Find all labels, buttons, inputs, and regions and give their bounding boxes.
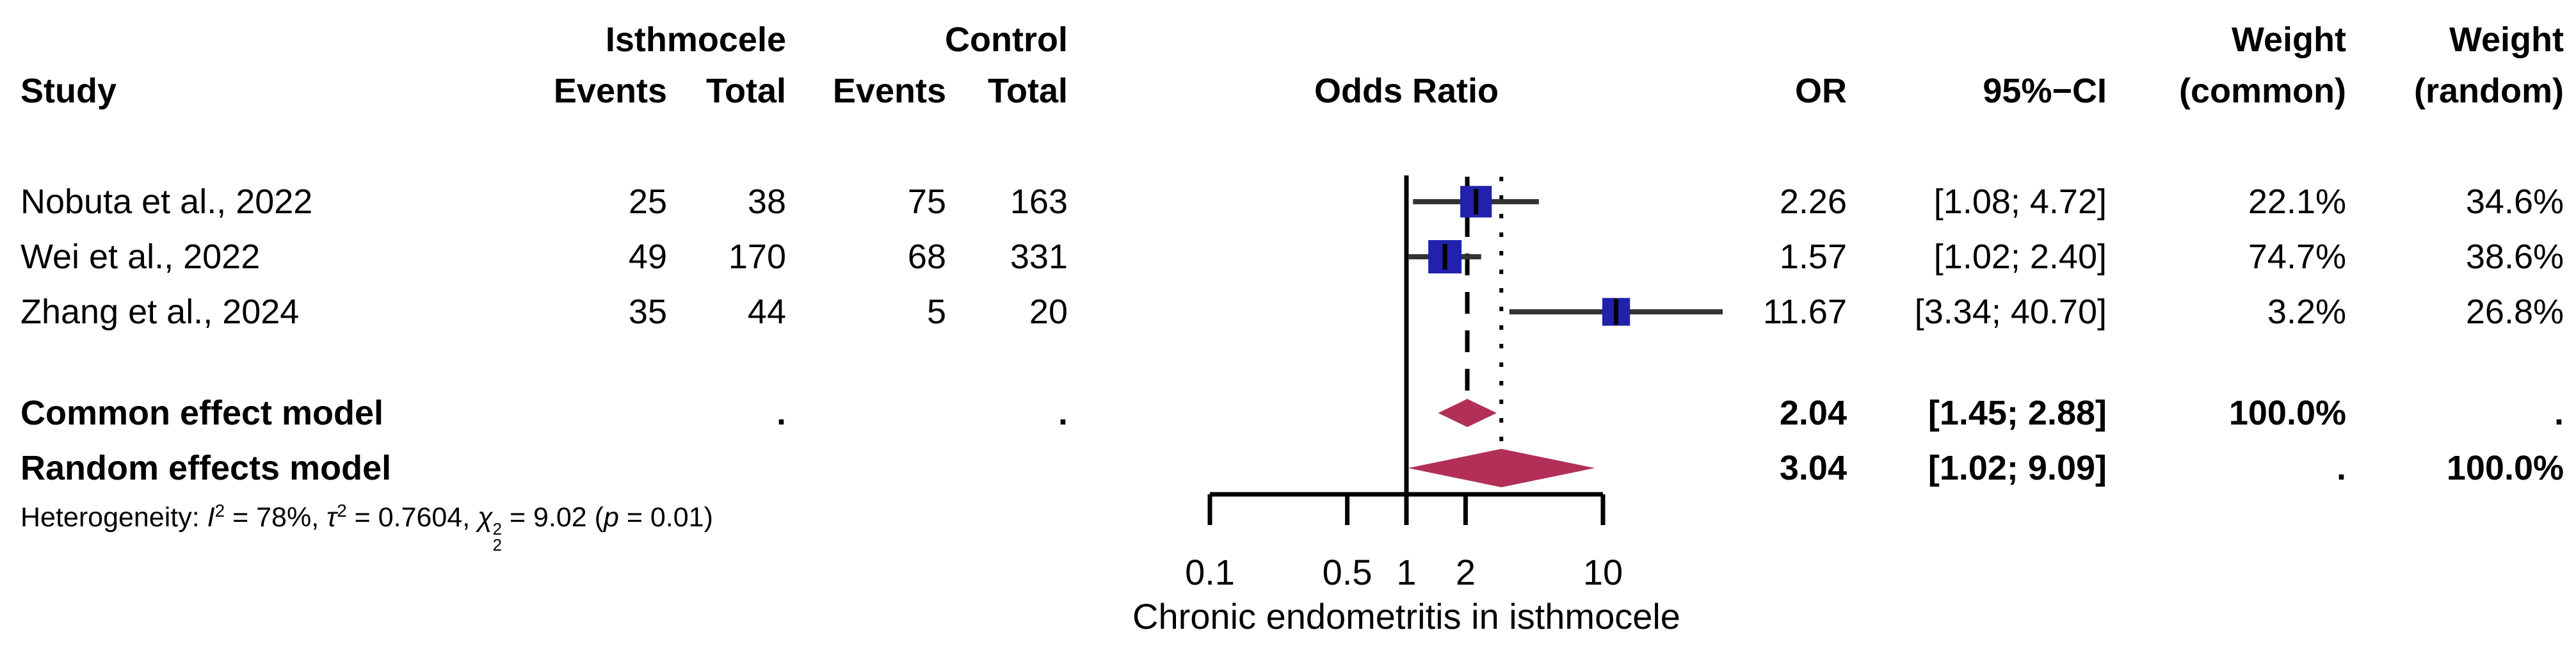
column-header-study: Study	[20, 72, 117, 110]
ci-value: [1.02; 9.09]	[1928, 449, 2107, 487]
isthmocele-total-value: 38	[747, 182, 786, 221]
isthmocele-events-value: 35	[628, 293, 667, 331]
pooled-diamond-common	[1438, 399, 1497, 427]
or-value: 3.04	[1779, 449, 1847, 487]
study-name: Nobuta et al., 2022	[20, 182, 313, 221]
column-header-weight-common: (common)	[2179, 72, 2346, 110]
control-events-value: 75	[907, 182, 946, 221]
x-axis-tick-label: 0.5	[1322, 552, 1373, 592]
control-total-value: 20	[1029, 293, 1068, 331]
group-header-control: Control	[945, 20, 1068, 59]
or-value: 1.57	[1779, 238, 1847, 276]
isthmocele-total-value: 170	[728, 238, 786, 276]
column-header-odds-ratio: Odds Ratio	[1314, 72, 1499, 110]
weight-common-placeholder: .	[2336, 449, 2346, 487]
isthmocele-events-value: 25	[628, 182, 667, 221]
or-value: 2.26	[1779, 182, 1847, 221]
ci-value: [1.45; 2.88]	[1928, 394, 2107, 432]
or-value: 11.67	[1762, 293, 1847, 331]
control-events-value: 5	[926, 293, 946, 331]
column-header-weight-random: (random)	[2414, 72, 2564, 110]
or-value: 2.04	[1779, 394, 1847, 432]
or-point-marker	[1614, 299, 1619, 325]
pooled-diamond-random	[1408, 449, 1595, 487]
summary-label: Common effect model	[20, 394, 384, 432]
column-header-ci: 95%−CI	[1983, 72, 2107, 110]
study-name: Zhang et al., 2024	[20, 293, 300, 331]
weight-random-placeholder: .	[2554, 394, 2564, 432]
x-axis-tick-label: 0.1	[1185, 552, 1235, 592]
isthmocele-events-value: 49	[628, 238, 667, 276]
weight-random-value: 34.6%	[2465, 182, 2564, 221]
column-header-weight-random-top: Weight	[2449, 20, 2564, 59]
summary-label: Random effects model	[20, 449, 392, 487]
or-point-marker	[1442, 244, 1447, 270]
control-total-value: 163	[1010, 182, 1068, 221]
study-name: Wei et al., 2022	[20, 238, 261, 276]
weight-random-value: 38.6%	[2465, 238, 2564, 276]
x-axis-tick-label: 2	[1455, 552, 1476, 592]
control-total-placeholder: .	[1058, 394, 1068, 432]
isthmocele-total-value: 44	[747, 293, 786, 331]
isthmocele-total-placeholder: .	[776, 394, 786, 432]
weight-random-value: 26.8%	[2465, 293, 2564, 331]
x-axis-tick-label: 1	[1396, 552, 1417, 592]
ci-value: [1.08; 4.72]	[1933, 182, 2107, 221]
weight-common-value: 74.7%	[2248, 238, 2346, 276]
column-header-weight-common-top: Weight	[2232, 20, 2346, 59]
weight-common-value: 3.2%	[2267, 293, 2346, 331]
ci-value: [1.02; 2.40]	[1933, 238, 2107, 276]
weight-common-value: 100.0%	[2228, 394, 2346, 432]
column-header-total-isthmocele: Total	[706, 72, 786, 110]
x-axis-label: Chronic endometritis in isthmocele	[1132, 596, 1680, 636]
or-point-marker	[1474, 189, 1479, 215]
ci-value: [3.34; 40.70]	[1914, 293, 2107, 331]
x-axis-tick-label: 10	[1582, 552, 1623, 592]
column-header-total-control: Total	[988, 72, 1068, 110]
control-total-value: 331	[1010, 238, 1068, 276]
column-header-events-control: Events	[832, 72, 946, 110]
column-header-events-isthmocele: Events	[553, 72, 667, 110]
group-header-isthmocele: Isthmocele	[605, 20, 786, 59]
column-header-or: OR	[1795, 72, 1847, 110]
control-events-value: 68	[907, 238, 946, 276]
weight-common-value: 22.1%	[2248, 182, 2346, 221]
weight-random-value: 100.0%	[2446, 449, 2564, 487]
